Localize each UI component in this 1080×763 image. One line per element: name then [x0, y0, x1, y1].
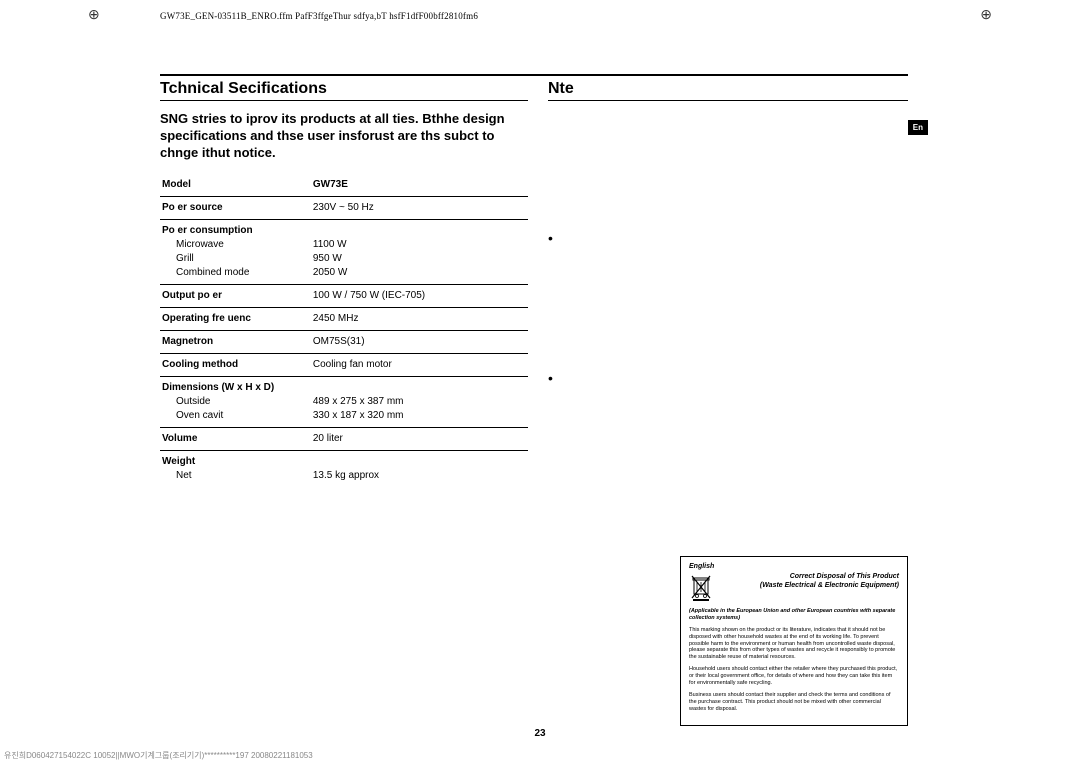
table-row: Magnetron OM75S(31): [160, 330, 528, 353]
bullet-icon: •: [548, 370, 553, 386]
spec-subvalue: 2050 W: [313, 267, 347, 278]
footer-content: 유진희D060427154022C 10052||MWO기계그룹(조리기기)**…: [4, 751, 313, 760]
spec-sublabel: Combined mode: [162, 266, 309, 280]
spec-value: Cooling fan motor: [311, 353, 528, 376]
weee-bin-icon: [689, 572, 713, 602]
spec-label: Output po er: [160, 284, 311, 307]
spec-subvalue: 950 W: [313, 253, 342, 264]
disposal-title-1: Correct Disposal of This Product: [790, 573, 899, 580]
table-row: Po er source 230V ~ 50 Hz: [160, 196, 528, 219]
bullet-icon: •: [548, 230, 553, 246]
spec-sublabel: Outside: [162, 395, 309, 409]
table-row: Operating fre uenc 2450 MHz: [160, 307, 528, 330]
spec-subvalue: 330 x 187 x 320 mm: [313, 410, 404, 421]
spec-subvalue: 489 x 275 x 387 mm: [313, 396, 404, 407]
spec-value: 100 W / 750 W (IEC-705): [311, 284, 528, 307]
table-row: Output po er 100 W / 750 W (IEC-705): [160, 284, 528, 307]
reg-mark-left: ⊕: [88, 6, 100, 23]
spec-label: Weight Net: [160, 450, 311, 487]
spec-value: GW73E: [311, 174, 528, 197]
disposal-box: English Correct Disposal of This Product…: [680, 556, 908, 726]
disposal-language: English: [689, 563, 899, 570]
table-row: Cooling method Cooling fan motor: [160, 353, 528, 376]
section-title-left: Tchnical Secifications: [160, 80, 528, 98]
spec-value: 1100 W 950 W 2050 W: [311, 219, 528, 284]
spec-sublabel: Microwave: [162, 238, 309, 252]
spec-label: Po er source: [160, 196, 311, 219]
spec-sublabel: Net: [162, 469, 309, 483]
header-path: GW73E_GEN-03511B_ENRO.ffm PafF3ffgeThur …: [160, 11, 478, 21]
page-number: 23: [0, 728, 1080, 739]
title-underline-right: [548, 100, 908, 101]
spec-value: 489 x 275 x 387 mm 330 x 187 x 320 mm: [311, 376, 528, 427]
spec-label: Magnetron: [160, 330, 311, 353]
table-row: Model GW73E: [160, 174, 528, 197]
footer-text: 유진희D060427154022C 10052||MWO기계그룹(조리기기)**…: [4, 750, 313, 761]
intro-text: SNG stries to iprov its products at all …: [160, 111, 528, 162]
spec-value: 230V ~ 50 Hz: [311, 196, 528, 219]
section-title-right: Nte: [548, 80, 908, 98]
spec-value: OM75S(31): [311, 330, 528, 353]
spec-subvalue: 13.5 kg approx: [313, 470, 379, 481]
spec-label: Volume: [160, 427, 311, 450]
disposal-title-2: (Waste Electrical & Electronic Equipment…: [760, 582, 899, 589]
spec-label: Model: [160, 174, 311, 197]
spec-label: Operating fre uenc: [160, 307, 311, 330]
spec-sublabel: Oven cavit: [162, 409, 309, 423]
spec-label: Po er consumption Microwave Grill Combin…: [160, 219, 311, 284]
disposal-title: Correct Disposal of This Product (Waste …: [721, 572, 899, 590]
spec-sublabel: Grill: [162, 252, 309, 266]
spec-label-main: Weight: [162, 456, 195, 467]
spec-value: 13.5 kg approx: [311, 450, 528, 487]
disposal-p2: Household users should contact either th…: [689, 666, 899, 687]
disposal-applicable: (Applicable in the European Union and ot…: [689, 608, 899, 622]
spec-label: Cooling method: [160, 353, 311, 376]
table-row: Po er consumption Microwave Grill Combin…: [160, 219, 528, 284]
right-column: Nte: [548, 80, 908, 111]
top-rule: [160, 74, 908, 76]
table-row: Dimensions (W x H x D) Outside Oven cavi…: [160, 376, 528, 427]
disposal-header: Correct Disposal of This Product (Waste …: [689, 572, 899, 602]
language-tab: En: [908, 120, 928, 135]
spec-table: Model GW73E Po er source 230V ~ 50 Hz Po…: [160, 174, 528, 487]
spec-label-main: Dimensions (W x H x D): [162, 382, 274, 393]
disposal-p3: Business users should contact their supp…: [689, 692, 899, 713]
disposal-p1: This marking shown on the product or its…: [689, 627, 899, 661]
table-row: Weight Net 13.5 kg approx: [160, 450, 528, 487]
reg-mark-right: ⊕: [980, 6, 992, 23]
spec-label: Dimensions (W x H x D) Outside Oven cavi…: [160, 376, 311, 427]
table-row: Volume 20 liter: [160, 427, 528, 450]
title-underline-left: [160, 100, 528, 101]
spec-subvalue: 1100 W: [313, 239, 347, 250]
spec-label-main: Po er consumption: [162, 225, 253, 236]
left-column: Tchnical Secifications SNG stries to ipr…: [160, 80, 528, 487]
spec-value: 20 liter: [311, 427, 528, 450]
spec-value: 2450 MHz: [311, 307, 528, 330]
